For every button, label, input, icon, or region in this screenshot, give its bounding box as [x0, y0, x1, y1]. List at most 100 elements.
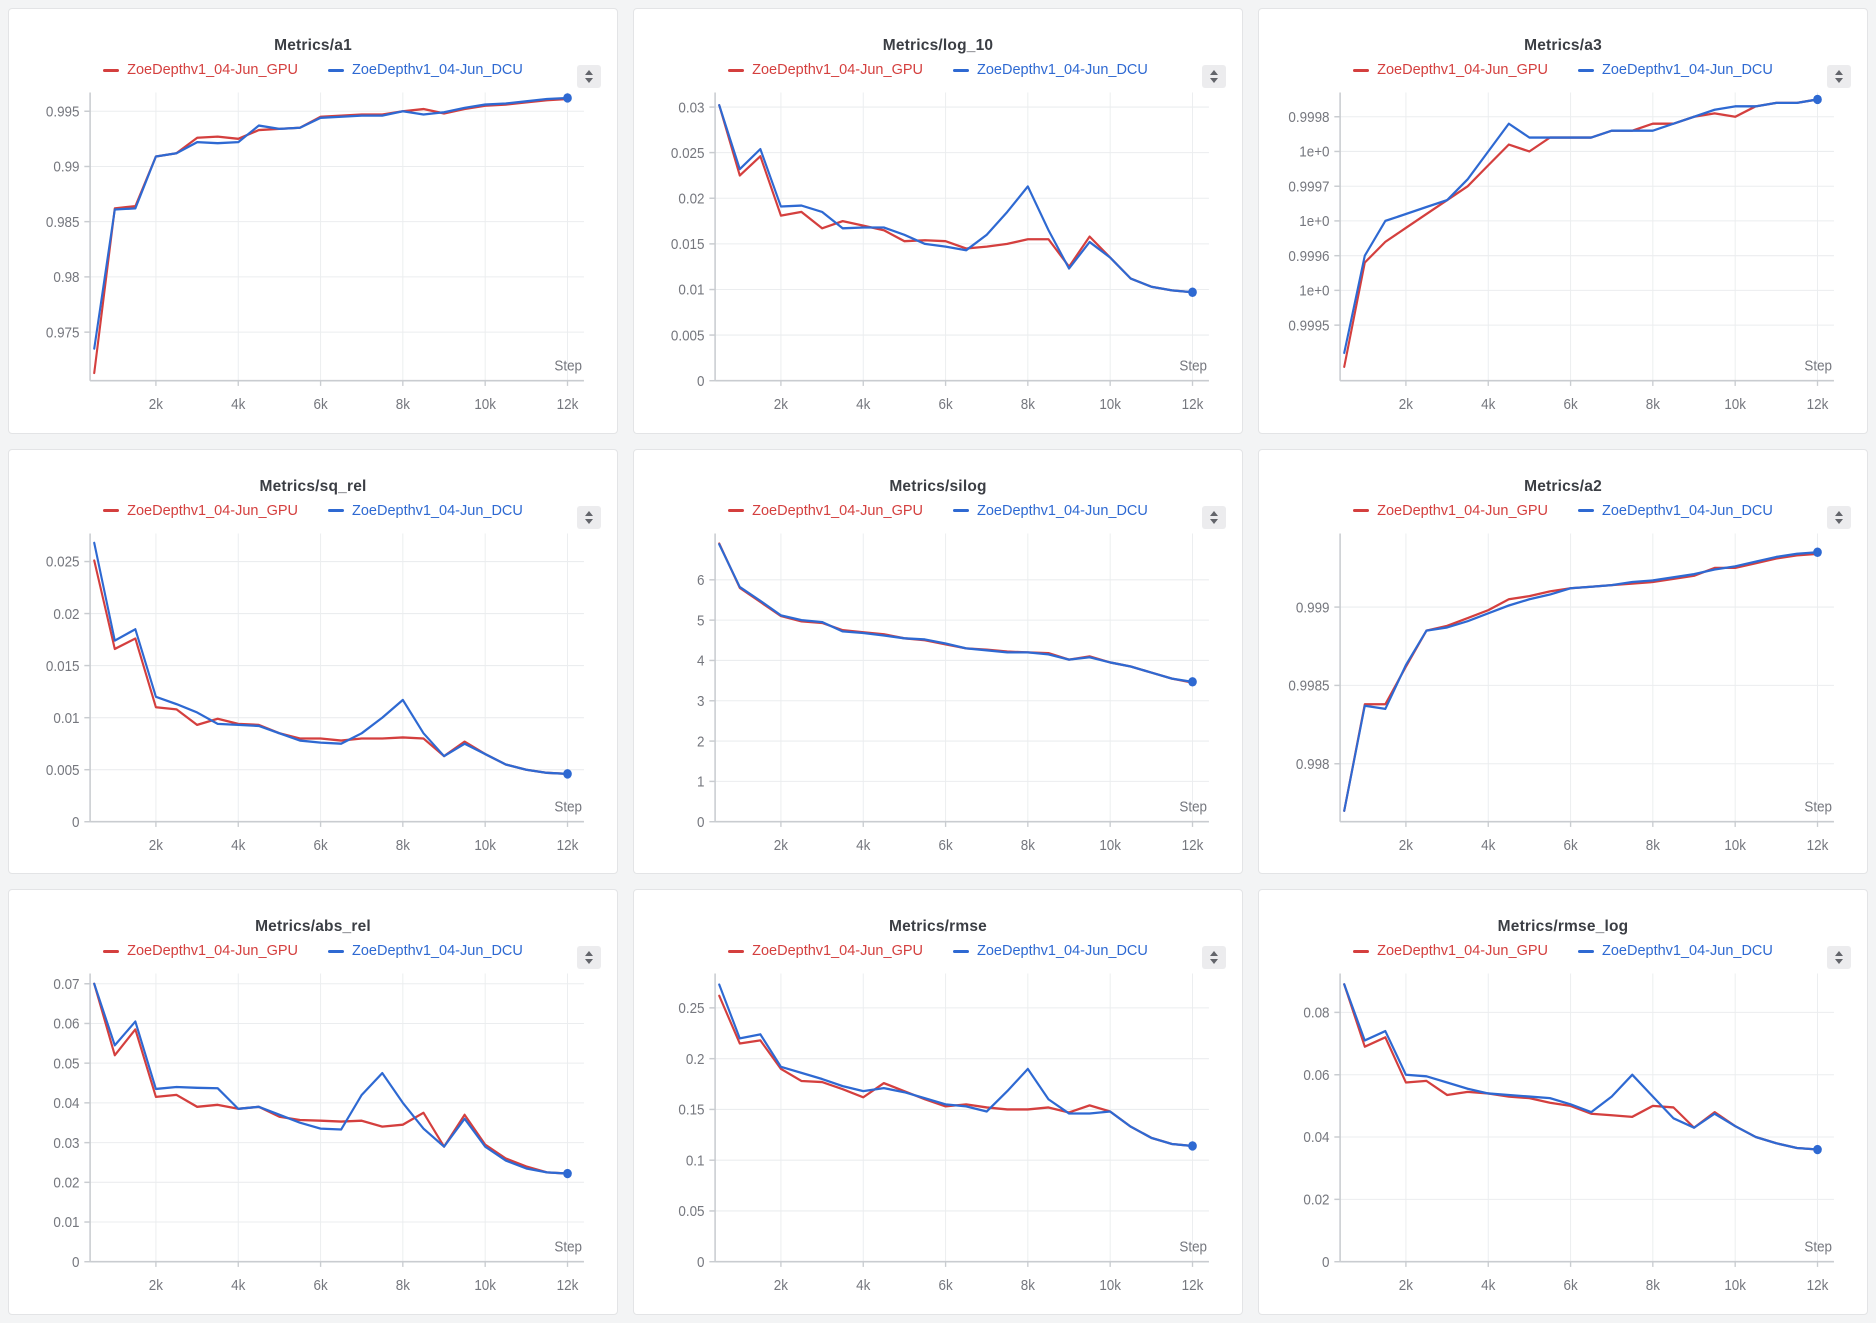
- legend-label: ZoeDepthv1_04-Jun_DCU: [977, 62, 1148, 78]
- svg-text:0.05: 0.05: [53, 1055, 79, 1072]
- svg-text:0.9995: 0.9995: [1288, 317, 1329, 334]
- svg-text:12k: 12k: [1807, 1277, 1830, 1294]
- chart-legend: ZoeDepthv1_04-Jun_GPU ZoeDepthv1_04-Jun_…: [644, 943, 1232, 959]
- svg-text:10k: 10k: [474, 1277, 497, 1294]
- line-chart[interactable]: 2k 4k 6k 8k 10k 12k 0.998 0.9985 0.999 Step: [1269, 523, 1857, 868]
- svg-text:1: 1: [697, 773, 705, 790]
- legend-item-gpu[interactable]: ZoeDepthv1_04-Jun_GPU: [103, 503, 298, 519]
- legend-item-gpu[interactable]: ZoeDepthv1_04-Jun_GPU: [103, 943, 298, 959]
- chart-title: Metrics/abs_rel: [255, 918, 371, 936]
- legend-label: ZoeDepthv1_04-Jun_DCU: [352, 62, 523, 78]
- svg-text:10k: 10k: [1099, 836, 1122, 853]
- chart-legend: ZoeDepthv1_04-Jun_GPU ZoeDepthv1_04-Jun_…: [19, 62, 607, 78]
- svg-text:0.04: 0.04: [53, 1095, 79, 1112]
- legend-item-dcu[interactable]: ZoeDepthv1_04-Jun_DCU: [328, 943, 523, 959]
- chart-legend: ZoeDepthv1_04-Jun_GPU ZoeDepthv1_04-Jun_…: [644, 62, 1232, 78]
- legend-item-gpu[interactable]: ZoeDepthv1_04-Jun_GPU: [1353, 503, 1548, 519]
- legend-dash-icon: [103, 68, 120, 72]
- svg-text:4k: 4k: [1481, 836, 1496, 853]
- svg-text:10k: 10k: [1099, 395, 1122, 412]
- legend-item-dcu[interactable]: ZoeDepthv1_04-Jun_DCU: [953, 503, 1148, 519]
- legend-item-gpu[interactable]: ZoeDepthv1_04-Jun_GPU: [728, 503, 923, 519]
- line-chart[interactable]: 2k 4k 6k 8k 10k 12k 0 0.005 0.01 0.015 0.02 0.025 St…: [19, 523, 607, 868]
- svg-text:12k: 12k: [1182, 395, 1205, 412]
- svg-text:6k: 6k: [938, 836, 953, 853]
- svg-text:10k: 10k: [1724, 395, 1747, 412]
- legend-item-dcu[interactable]: ZoeDepthv1_04-Jun_DCU: [953, 62, 1148, 78]
- legend-item-dcu[interactable]: ZoeDepthv1_04-Jun_DCU: [953, 943, 1148, 959]
- svg-text:Step: Step: [1804, 357, 1832, 374]
- panel-sort-icon[interactable]: [1202, 65, 1226, 88]
- chart-title: Metrics/a1: [274, 37, 352, 54]
- svg-text:0.015: 0.015: [671, 236, 705, 253]
- legend-item-dcu[interactable]: ZoeDepthv1_04-Jun_DCU: [1578, 503, 1773, 519]
- svg-text:6k: 6k: [313, 1277, 328, 1294]
- svg-text:0.99: 0.99: [53, 158, 79, 175]
- svg-text:1e+0: 1e+0: [1299, 213, 1329, 230]
- legend-label: ZoeDepthv1_04-Jun_DCU: [1602, 502, 1773, 519]
- panel-sort-icon[interactable]: [1827, 946, 1851, 970]
- up-down-arrows-icon: [585, 70, 593, 83]
- panel-sort-icon[interactable]: [1827, 505, 1851, 529]
- svg-text:6k: 6k: [938, 1277, 953, 1294]
- panel-sort-icon[interactable]: [1202, 946, 1226, 970]
- svg-text:0.975: 0.975: [46, 324, 80, 341]
- svg-text:Step: Step: [1179, 797, 1207, 814]
- svg-text:0.998: 0.998: [1296, 755, 1330, 772]
- line-chart[interactable]: 2k 4k 6k 8k 10k 12k 0 1 2 3 4 5 6 Step: [644, 523, 1232, 868]
- svg-text:0.1: 0.1: [686, 1152, 705, 1169]
- legend-item-gpu[interactable]: ZoeDepthv1_04-Jun_GPU: [103, 62, 298, 78]
- panel-sort-icon[interactable]: [577, 946, 601, 970]
- legend-dash-icon: [1353, 509, 1370, 513]
- legend-label: ZoeDepthv1_04-Jun_GPU: [752, 943, 923, 960]
- legend-dash-icon: [328, 68, 344, 72]
- line-chart[interactable]: 2k 4k 6k 8k 10k 12k 0 0.005 0.01 0.015 0.02 0.025 0.…: [644, 82, 1232, 427]
- legend-item-gpu[interactable]: ZoeDepthv1_04-Jun_GPU: [1353, 62, 1548, 78]
- panel-sort-icon[interactable]: [1827, 65, 1851, 88]
- up-down-arrows-icon: [1210, 70, 1218, 83]
- legend-item-dcu[interactable]: ZoeDepthv1_04-Jun_DCU: [1578, 943, 1773, 959]
- svg-text:0.025: 0.025: [46, 553, 80, 570]
- chart-panel-metrics-log10: Metrics/log_10 ZoeDepthv1_04-Jun_GPU Zoe…: [633, 8, 1243, 434]
- svg-text:2: 2: [697, 732, 705, 749]
- legend-label: ZoeDepthv1_04-Jun_GPU: [1377, 502, 1548, 519]
- panel-sort-icon[interactable]: [577, 65, 601, 88]
- svg-text:0.01: 0.01: [53, 1214, 79, 1231]
- svg-text:0.25: 0.25: [678, 1000, 704, 1017]
- svg-text:6k: 6k: [1563, 836, 1578, 853]
- up-down-arrows-icon: [1835, 951, 1843, 965]
- line-chart[interactable]: 2k 4k 6k 8k 10k 12k 0 0.02 0.04 0.06 0.08 Step: [1269, 963, 1857, 1308]
- svg-text:0.9997: 0.9997: [1288, 178, 1329, 195]
- svg-text:2k: 2k: [1399, 836, 1414, 853]
- legend-dash-icon: [103, 509, 120, 513]
- svg-text:0.08: 0.08: [1303, 1004, 1329, 1021]
- legend-label: ZoeDepthv1_04-Jun_GPU: [127, 502, 298, 519]
- svg-text:0.06: 0.06: [53, 1015, 79, 1032]
- line-chart[interactable]: 2k 4k 6k 8k 10k 12k 0 0.05 0.1 0.15 0.2 0.25 Step: [644, 963, 1232, 1308]
- svg-text:0.005: 0.005: [671, 327, 705, 344]
- svg-text:0: 0: [697, 1254, 705, 1271]
- svg-text:2k: 2k: [1399, 1277, 1414, 1294]
- svg-text:8k: 8k: [1646, 395, 1661, 412]
- line-chart[interactable]: 2k 4k 6k 8k 10k 12k 0.9995 1e+0 0.9996 1e+0 0.9997…: [1269, 82, 1857, 427]
- svg-text:0.03: 0.03: [678, 99, 704, 116]
- line-chart[interactable]: 2k 4k 6k 8k 10k 12k 0 0.01 0.02 0.03 0.04 0.05 0.06 0…: [19, 963, 607, 1308]
- legend-item-dcu[interactable]: ZoeDepthv1_04-Jun_DCU: [328, 62, 523, 78]
- legend-item-dcu[interactable]: ZoeDepthv1_04-Jun_DCU: [1578, 62, 1773, 78]
- panel-sort-icon[interactable]: [577, 505, 601, 529]
- svg-text:4: 4: [697, 652, 705, 669]
- line-chart[interactable]: 2k 4k 6k 8k 10k 12k 0.975 0.98 0.985 0.99 0.995 Ste…: [19, 82, 607, 427]
- panel-sort-icon[interactable]: [1202, 505, 1226, 529]
- legend-label: ZoeDepthv1_04-Jun_GPU: [1377, 62, 1548, 78]
- legend-item-gpu[interactable]: ZoeDepthv1_04-Jun_GPU: [1353, 943, 1548, 959]
- legend-item-dcu[interactable]: ZoeDepthv1_04-Jun_DCU: [328, 503, 523, 519]
- svg-text:10k: 10k: [1724, 836, 1747, 853]
- legend-item-gpu[interactable]: ZoeDepthv1_04-Jun_GPU: [728, 943, 923, 959]
- svg-text:2k: 2k: [774, 395, 789, 412]
- svg-text:0: 0: [697, 813, 705, 830]
- svg-text:12k: 12k: [1807, 395, 1830, 412]
- svg-text:0.01: 0.01: [53, 709, 79, 726]
- legend-item-gpu[interactable]: ZoeDepthv1_04-Jun_GPU: [728, 62, 923, 78]
- svg-text:6k: 6k: [313, 395, 328, 412]
- svg-text:0.01: 0.01: [678, 281, 704, 298]
